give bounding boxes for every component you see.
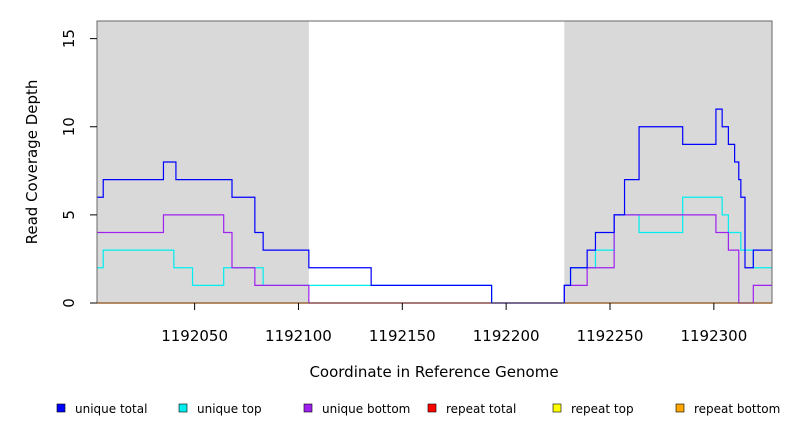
legend-item-repeat-top: repeat top <box>552 402 634 416</box>
legend-item-unique-bottom: unique bottom <box>303 402 410 416</box>
legend-swatch <box>56 403 66 413</box>
legend-swatch <box>303 403 313 413</box>
y-tick-label: 15 <box>60 29 78 48</box>
legend-label: unique total <box>75 402 147 416</box>
series-unique-total <box>97 108 772 304</box>
legend-label: repeat bottom <box>694 402 780 416</box>
legend-swatch <box>427 403 437 413</box>
x-tick-label: 1192050 <box>161 327 228 345</box>
y-tick-label: 0 <box>60 298 78 308</box>
x-tick-label: 1192300 <box>680 327 747 345</box>
y-axis-title: Read Coverage Depth <box>23 80 41 245</box>
x-tick-label: 1192100 <box>265 327 332 345</box>
shaded-regions <box>97 21 772 303</box>
x-tick-label: 1192250 <box>577 327 644 345</box>
x-tick-label: 1192200 <box>473 327 540 345</box>
y-tick-label: 5 <box>60 210 78 220</box>
legend-item-unique-top: unique top <box>178 402 262 416</box>
legend-item-repeat-bottom: repeat bottom <box>675 402 780 416</box>
x-tick-label: 1192150 <box>369 327 436 345</box>
shaded-region-1 <box>97 21 309 303</box>
legend-label: unique top <box>197 402 262 416</box>
legend-swatch <box>178 403 188 413</box>
legend: unique total unique top unique bottom repea… <box>56 402 780 416</box>
legend-item-unique-total: unique total <box>56 402 147 416</box>
legend-label: repeat top <box>571 402 634 416</box>
legend-swatch <box>675 403 685 413</box>
plot-frame <box>96 20 773 304</box>
series-unique-bottom <box>97 214 772 304</box>
x-axis: 1192050 1192100 1192150 1192200 1192250 11923… <box>161 303 747 345</box>
y-axis: 0 5 10 15 <box>60 29 97 308</box>
legend-swatch <box>552 403 562 413</box>
legend-label: repeat total <box>446 402 516 416</box>
y-tick-label: 10 <box>60 117 78 136</box>
x-axis-title: Coordinate in Reference Genome <box>309 363 558 381</box>
legend-label: unique bottom <box>322 402 410 416</box>
legend-item-repeat-total: repeat total <box>427 402 516 416</box>
